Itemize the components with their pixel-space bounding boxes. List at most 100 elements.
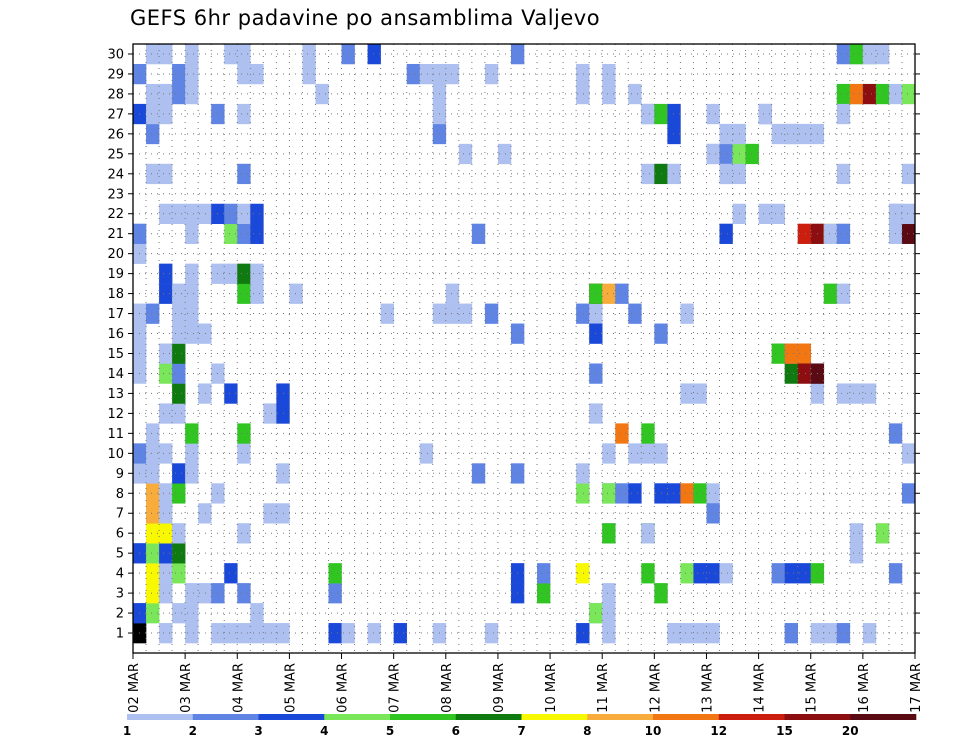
legend-swatch [192,714,259,720]
heatmap-cell [797,563,812,584]
heatmap-cell [263,403,277,424]
heatmap-cell [224,203,238,225]
heatmap-cell [706,483,720,504]
x-tick-label: 12 MAR [648,663,663,713]
y-tick-label: 15 [107,347,124,362]
heatmap-cell [706,503,720,524]
heatmap-cell [797,363,812,384]
heatmap-cell [185,323,199,344]
heatmap-cell [172,343,186,364]
heatmap-cell [693,563,707,584]
heatmap-cell [849,383,864,404]
heatmap-cell [628,443,642,464]
heatmap-cell [641,443,655,464]
heatmap-cell [836,163,851,185]
x-tick-label: 04 MAR [231,663,246,713]
heatmap-cell [797,123,812,145]
heatmap-cell [745,143,759,165]
heatmap-cell [875,523,890,544]
heatmap-cell [823,283,838,304]
heatmap-cell [185,223,199,244]
heatmap-cell [445,303,460,324]
heatmap-cell [706,143,720,165]
x-tick-label: 14 MAR [753,663,768,713]
heatmap-cell [602,603,616,624]
y-tick-label: 28 [107,87,124,102]
heatmap-cell [146,303,160,324]
y-tick-label: 4 [116,567,124,582]
y-tick-label: 25 [107,147,124,162]
heatmap-cell [146,563,160,584]
heatmap-cell [237,203,251,225]
heatmap-cell [146,443,160,464]
heatmap-cell [771,203,785,225]
y-tick-label: 23 [107,187,124,202]
heatmap-cell [680,623,694,644]
heatmap-cell [172,383,186,404]
heatmap-cell [172,563,186,584]
legend-swatch [127,714,194,720]
heatmap-cell [680,303,694,324]
heatmap-cell [836,283,851,304]
heatmap-cell [641,423,655,444]
heatmap-cell [576,303,590,324]
heatmap-cell [146,523,160,544]
heatmap-cell [875,83,890,105]
heatmap-cell [419,443,434,464]
heatmap-cell [615,483,629,504]
heatmap-cell [484,623,499,644]
heatmap-cell [719,163,733,185]
heatmap-cell [224,223,238,244]
heatmap-cell [185,83,199,105]
heatmap-cell [784,623,798,644]
heatmap-cell [159,483,173,504]
heatmap-cell [172,303,186,324]
plot-frame [132,43,916,654]
x-tick-label: 05 MAR [283,663,298,713]
heatmap-cell [172,403,186,424]
heatmap-cell [159,343,173,364]
heatmap-cell [602,583,616,604]
heatmap-cell [901,483,916,504]
heatmap-cell [146,583,160,604]
heatmap-cell [771,563,785,584]
heatmap-cell [185,44,199,65]
y-tick-label: 11 [107,427,124,442]
heatmap-cell [237,63,251,85]
heatmap-cell [654,103,668,125]
heatmap-cell [771,343,785,364]
y-tick-label: 5 [116,547,124,562]
heatmap-cell [641,163,655,185]
heatmap-cell [797,343,812,364]
heatmap-cell [237,623,251,644]
heatmap-cell [237,263,251,284]
heatmap-cell [641,523,655,544]
x-tick-label: 15 MAR [805,663,820,713]
heatmap-cell [263,623,277,644]
heatmap-cell [172,463,186,484]
heatmap-cells [133,44,916,644]
legend-label: 2 [189,724,197,738]
y-tick-label: 29 [107,67,124,82]
heatmap-cell [237,423,251,444]
heatmap-cell [849,83,864,105]
heatmap-cell [537,583,551,604]
legend-label: 7 [517,724,525,738]
heatmap-cell [185,283,199,304]
heatmap-cell [185,63,199,85]
y-tick-label: 1 [116,627,124,642]
heatmap-cell [654,323,668,344]
legend-swatch [653,714,720,720]
y-tick-label: 17 [107,307,124,322]
legend-label: 4 [320,724,328,738]
heatmap-cell [302,63,316,85]
heatmap-cell [172,63,186,85]
heatmap-cell [576,483,590,504]
heatmap-cell [185,603,199,624]
heatmap-cell [237,583,251,604]
heatmap-cell [237,283,251,304]
y-tick-label: 26 [107,127,124,142]
heatmap-cell [758,203,772,225]
heatmap-cell [484,63,499,85]
